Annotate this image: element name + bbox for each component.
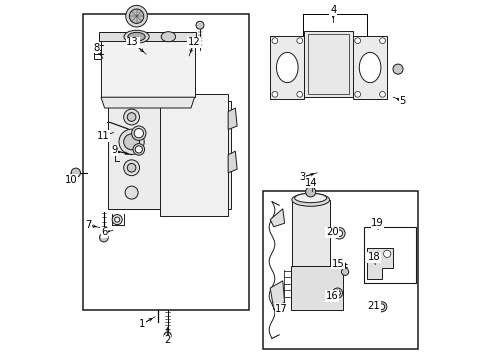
Text: 10: 10 [65, 175, 77, 185]
Circle shape [342, 268, 349, 275]
Ellipse shape [161, 32, 175, 42]
Polygon shape [368, 248, 392, 279]
Circle shape [334, 228, 345, 239]
Circle shape [384, 250, 391, 257]
Circle shape [355, 38, 361, 44]
Ellipse shape [359, 53, 381, 83]
Text: 20: 20 [326, 227, 339, 237]
Circle shape [123, 160, 140, 176]
Bar [101, 32, 195, 97]
Circle shape [123, 109, 140, 125]
Circle shape [297, 38, 303, 44]
Circle shape [127, 113, 136, 121]
Bar [308, 34, 349, 94]
Circle shape [126, 5, 147, 27]
Circle shape [129, 9, 144, 23]
Bar [263, 191, 418, 349]
Bar [353, 36, 387, 99]
Text: 11: 11 [97, 131, 109, 141]
Circle shape [112, 215, 122, 225]
Circle shape [127, 163, 136, 172]
Circle shape [99, 233, 108, 242]
Polygon shape [270, 209, 285, 227]
Text: 17: 17 [275, 304, 288, 314]
Ellipse shape [276, 53, 298, 83]
Ellipse shape [124, 30, 149, 43]
Polygon shape [228, 108, 237, 130]
Ellipse shape [196, 21, 204, 29]
Ellipse shape [128, 32, 145, 41]
Circle shape [355, 91, 361, 97]
Text: 15: 15 [332, 258, 344, 269]
Text: 2: 2 [165, 335, 171, 345]
Polygon shape [228, 151, 237, 173]
Text: 5: 5 [399, 96, 406, 106]
Circle shape [123, 134, 140, 150]
Text: 14: 14 [305, 178, 318, 188]
Circle shape [297, 91, 303, 97]
Bar [291, 266, 343, 310]
Circle shape [272, 91, 278, 97]
Bar [108, 101, 231, 209]
Circle shape [132, 126, 146, 140]
Circle shape [333, 288, 343, 298]
Circle shape [377, 302, 387, 312]
Ellipse shape [292, 193, 330, 206]
Bar [270, 36, 304, 99]
Circle shape [125, 186, 138, 199]
Circle shape [380, 91, 386, 97]
Text: 8: 8 [94, 42, 100, 53]
Circle shape [336, 230, 343, 237]
Polygon shape [270, 281, 285, 310]
Circle shape [119, 129, 144, 154]
Text: 13: 13 [126, 37, 139, 48]
Ellipse shape [294, 193, 327, 203]
Text: 16: 16 [326, 291, 339, 301]
Circle shape [379, 304, 385, 310]
Text: 6: 6 [101, 227, 108, 237]
Polygon shape [101, 97, 195, 108]
Text: 1: 1 [139, 319, 146, 329]
Bar [364, 227, 416, 283]
Circle shape [135, 146, 143, 153]
Circle shape [115, 217, 120, 222]
Circle shape [272, 38, 278, 44]
Bar [83, 14, 248, 310]
Text: 12: 12 [188, 37, 200, 48]
Circle shape [134, 129, 144, 138]
Text: 4: 4 [330, 5, 336, 15]
Circle shape [335, 290, 341, 296]
Bar [304, 31, 353, 97]
Circle shape [133, 144, 145, 155]
Circle shape [393, 64, 403, 74]
Text: 3: 3 [299, 172, 306, 182]
Text: 9: 9 [112, 145, 118, 156]
Text: 19: 19 [371, 218, 384, 228]
Bar [99, 32, 196, 41]
Circle shape [71, 168, 80, 177]
Circle shape [306, 187, 316, 197]
Text: 21: 21 [368, 301, 380, 311]
Bar [160, 94, 228, 216]
Text: 7: 7 [85, 220, 92, 230]
Text: 18: 18 [368, 252, 380, 262]
Circle shape [380, 38, 386, 44]
Circle shape [164, 332, 171, 339]
Bar [292, 200, 330, 266]
